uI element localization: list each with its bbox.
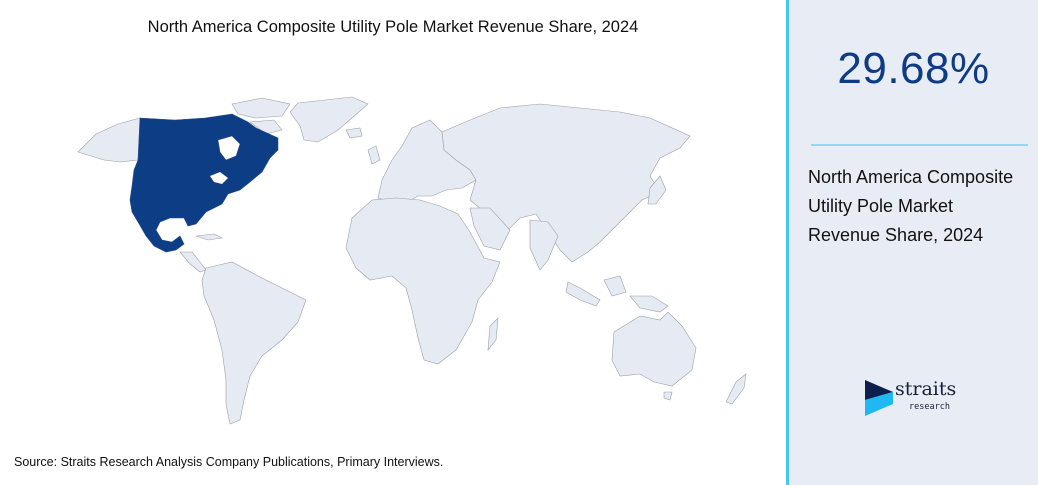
logo-wordmark: straits	[895, 378, 957, 400]
world-map	[77, 96, 747, 425]
share-description: North America Composite Utility Pole Mar…	[808, 167, 1014, 245]
logo-subtext: research	[909, 402, 950, 412]
straits-logo: straits research	[863, 378, 973, 418]
africa	[345, 197, 501, 365]
panel-divider	[811, 144, 1028, 146]
north-america-highlight	[129, 113, 279, 253]
greenland	[289, 96, 369, 143]
chart-area: North America Composite Utility Pole Mar…	[14, 18, 747, 469]
asia	[441, 103, 691, 263]
share-value: 29.68%	[837, 44, 990, 93]
australia	[611, 311, 697, 387]
south-america	[201, 261, 307, 425]
chart-title: North America Composite Utility Pole Mar…	[147, 18, 639, 36]
stat-panel: 29.68% North America Composite Utility P…	[786, 0, 1038, 485]
source-note: Source: Straits Research Analysis Compan…	[14, 455, 443, 469]
alaska	[77, 117, 141, 163]
source-text: Straits Research Analysis Company Public…	[57, 455, 444, 469]
straits-logo-icon	[865, 380, 893, 416]
source-label: Source:	[14, 455, 58, 469]
